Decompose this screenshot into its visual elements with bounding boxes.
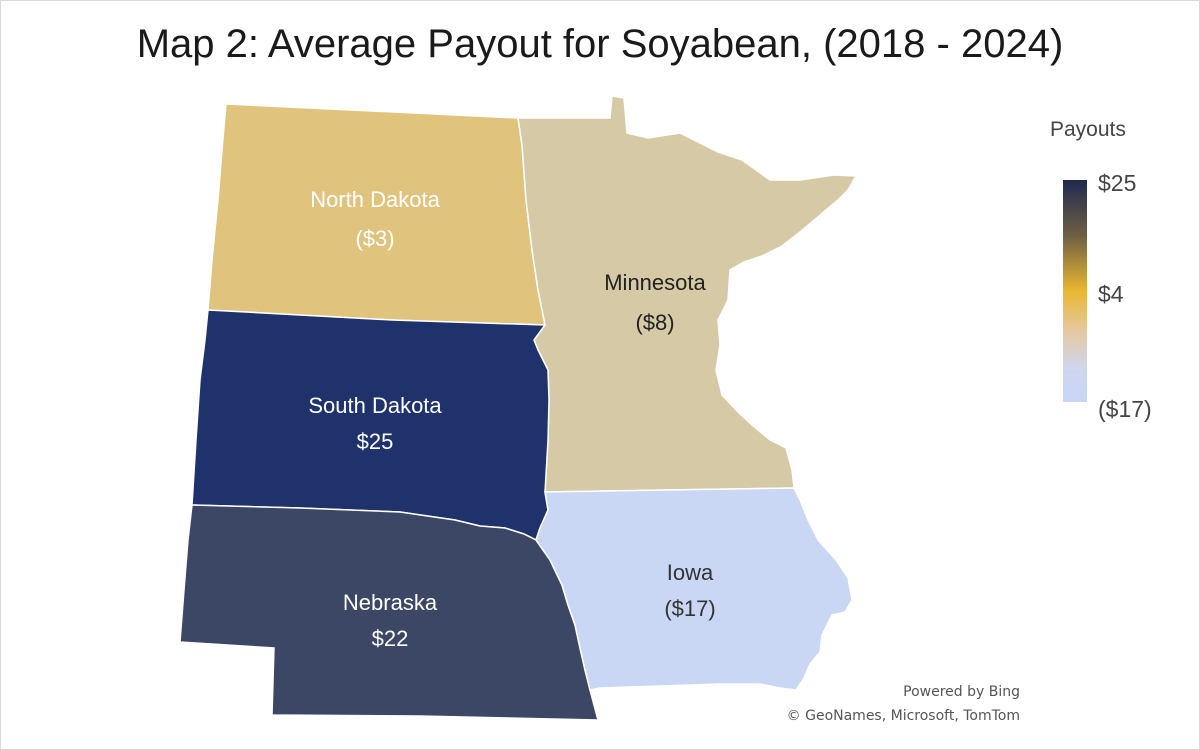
legend-color-scale [1063, 180, 1087, 402]
label-iowa-name: Iowa [667, 560, 714, 585]
state-south-dakota[interactable] [191, 309, 550, 542]
state-iowa[interactable] [535, 487, 853, 691]
label-north-dakota-name: North Dakota [310, 187, 440, 212]
label-nebraska-value: $22 [372, 626, 409, 651]
map-title: Map 2: Average Payout for Soyabean, (201… [136, 22, 1064, 66]
label-south-dakota-value: $25 [357, 429, 394, 454]
label-minnesota-value: ($8) [635, 310, 674, 335]
credit-powered-by: Powered by Bing [903, 684, 1020, 700]
legend-max-label: $25 [1098, 170, 1137, 196]
legend-mid-label: $4 [1098, 281, 1124, 307]
credit-attribution: © GeoNames, Microsoft, TomTom [786, 708, 1020, 724]
legend-min-label: ($17) [1098, 396, 1152, 422]
label-nebraska-name: Nebraska [343, 590, 438, 615]
label-south-dakota-name: South Dakota [308, 393, 442, 418]
legend-title: Payouts [1050, 118, 1126, 141]
state-north-dakota[interactable] [207, 103, 546, 326]
label-iowa-value: ($17) [664, 596, 715, 621]
label-north-dakota-value: ($3) [355, 226, 394, 251]
label-minnesota-name: Minnesota [604, 270, 706, 295]
